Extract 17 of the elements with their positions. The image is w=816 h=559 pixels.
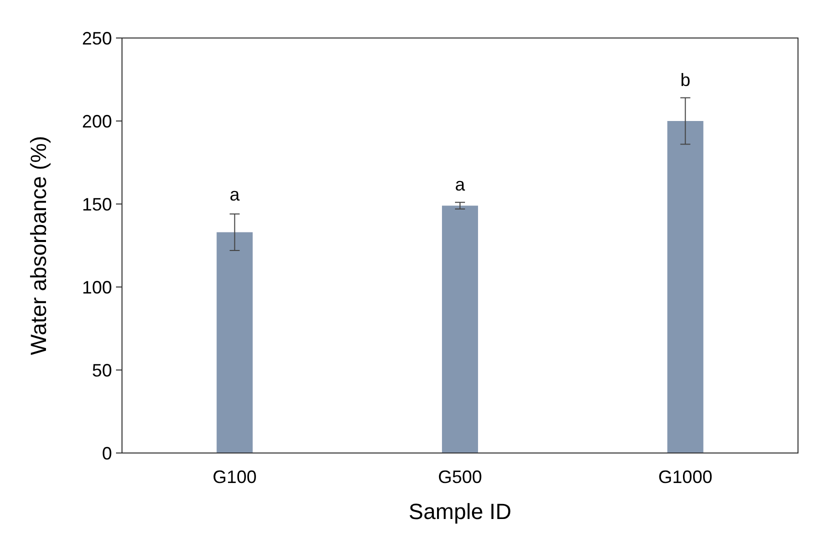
- bar: [667, 121, 704, 453]
- annotation: a: [230, 184, 241, 204]
- bar: [216, 232, 253, 453]
- x-tick-label: G500: [438, 467, 482, 487]
- x-tick-label: G1000: [658, 467, 712, 487]
- y-tick-label: 250: [82, 28, 112, 48]
- y-tick-label: 50: [92, 360, 112, 380]
- y-tick-label: 0: [102, 443, 112, 464]
- y-tick-label: 200: [82, 111, 112, 132]
- y-tick-label: 100: [82, 277, 112, 298]
- annotation: a: [454, 174, 466, 194]
- y-tick-label: 150: [82, 194, 112, 214]
- annotation: b: [680, 70, 690, 90]
- y-axis-title: Water absorbance (%): [26, 136, 51, 356]
- x-axis-title: Sample ID: [408, 499, 512, 524]
- x-tick-label: G100: [212, 467, 257, 487]
- bar: [442, 206, 478, 453]
